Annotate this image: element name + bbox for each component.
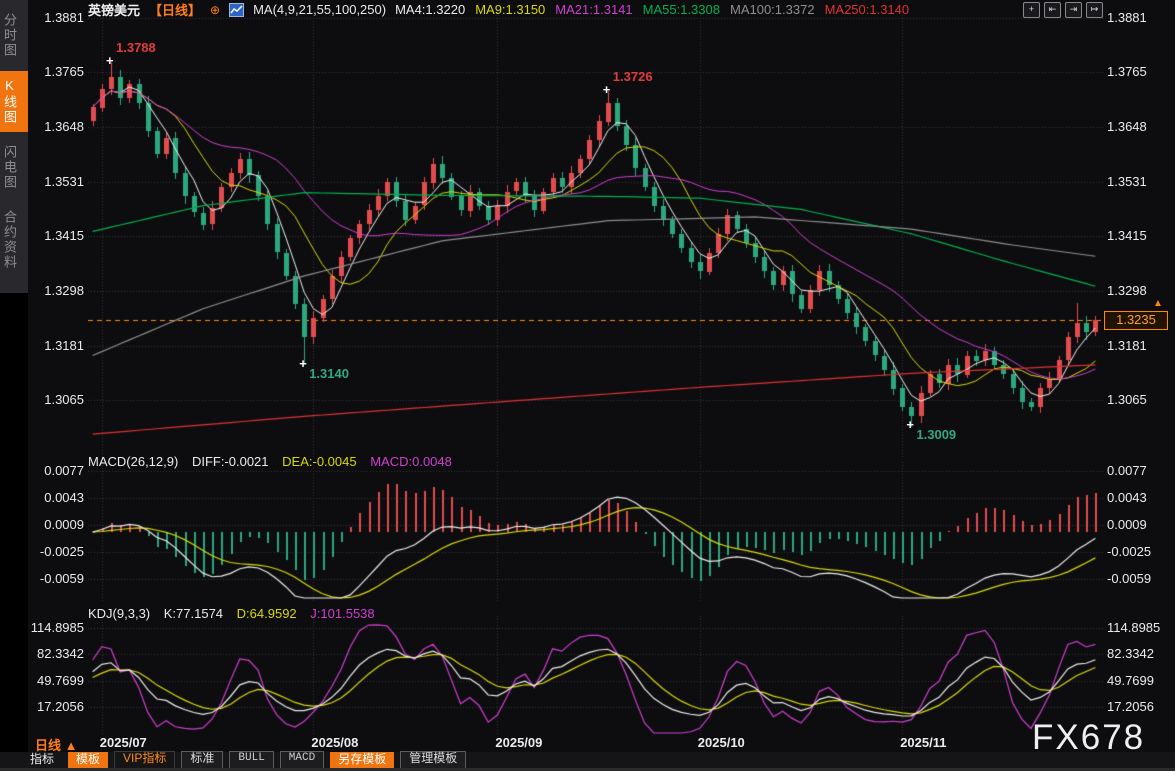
add-circle-icon[interactable]: ⊕ bbox=[210, 2, 221, 17]
main-axis-left-1: 1.3765 bbox=[44, 64, 84, 80]
main-axis-left-4: 1.3415 bbox=[44, 228, 84, 244]
macd-header: MACD(26,12,9) DIFF:-0.0021 DEA:-0.0045 M… bbox=[88, 454, 462, 469]
kdj-axis-left-2: 49.7699 bbox=[37, 672, 84, 688]
x-axis-date-2025/11: 2025/11 bbox=[900, 735, 947, 750]
toolbar-tab-VIP指标[interactable]: VIP指标 bbox=[114, 751, 176, 769]
period-selector[interactable]: 日线 ▲ bbox=[35, 738, 78, 753]
current-price-tag: 1.3235 bbox=[1104, 311, 1168, 331]
main-axis-right-7: 1.3065 bbox=[1107, 391, 1147, 407]
period-badge[interactable]: 【日线】 bbox=[149, 3, 202, 18]
toolbar-tab-另存模板[interactable]: 另存模板 bbox=[330, 752, 395, 768]
main-axis-left-3: 1.3531 bbox=[44, 173, 84, 189]
kdj-k-value: K:77.1574 bbox=[163, 606, 224, 621]
main-axis-right-4: 1.3415 bbox=[1107, 228, 1147, 244]
x-axis-date-2025/09: 2025/09 bbox=[495, 735, 543, 750]
x-axis-date-2025/07: 2025/07 bbox=[99, 735, 147, 750]
macd-title[interactable]: MACD(26,12,9) bbox=[88, 454, 179, 469]
kdj-title[interactable]: KDJ(9,3,3) bbox=[88, 606, 151, 621]
bottom-strip bbox=[0, 768, 1175, 771]
toolbar-tab-BULL[interactable]: BULL bbox=[229, 751, 274, 769]
kdj-d-value: D:64.9592 bbox=[236, 606, 297, 621]
macd-axis-right-2: 0.0009 bbox=[1107, 516, 1147, 532]
ma-settings-label[interactable]: MA(4,9,21,55,100,250) bbox=[253, 2, 387, 17]
main-axis-right-2: 1.3648 bbox=[1107, 119, 1147, 135]
macd-axis-left-1: 0.0043 bbox=[44, 489, 84, 505]
main-price-chart[interactable] bbox=[88, 12, 1104, 458]
kdj-header: KDJ(9,3,3) K:77.1574 D:64.9592 J:101.553… bbox=[88, 606, 385, 621]
macd-dea-value: DEA:-0.0045 bbox=[282, 454, 357, 469]
kdj-axis-left-1: 82.3342 bbox=[37, 646, 84, 662]
kdj-axis-left-3: 17.2056 bbox=[37, 698, 84, 714]
macd-indicator-chart[interactable] bbox=[88, 462, 1104, 602]
symbol-name: 英镑美元 bbox=[88, 3, 141, 18]
sidebar-tab-3[interactable]: 合约资料 bbox=[2, 210, 17, 270]
ma-value-3: MA55:1.3308 bbox=[642, 2, 720, 17]
macd-axis-right-0: 0.0077 bbox=[1107, 462, 1147, 478]
sidebar-tab-0[interactable]: 分时图 bbox=[2, 13, 17, 58]
main-axis-right-3: 1.3531 bbox=[1107, 173, 1147, 189]
macd-axis-right-4: -0.0059 bbox=[1107, 570, 1152, 586]
macd-axis-left-4: -0.0059 bbox=[39, 570, 84, 586]
macd-macd-value: MACD:0.0048 bbox=[370, 454, 452, 469]
toolbar-tab-标准[interactable]: 标准 bbox=[181, 751, 224, 769]
ma-value-5: MA250:1.3140 bbox=[824, 2, 910, 17]
price-up-arrow-icon: ▲ bbox=[1153, 298, 1163, 310]
kdj-axis-right-2: 49.7699 bbox=[1107, 672, 1154, 688]
kdj-axis-right-0: 114.8985 bbox=[1107, 620, 1161, 635]
toolbar-tab-管理模板[interactable]: 管理模板 bbox=[400, 751, 467, 769]
main-axis-right-6: 1.3181 bbox=[1107, 337, 1147, 353]
fx678-watermark: FX678 bbox=[1032, 718, 1146, 757]
main-axis-left-2: 1.3648 bbox=[44, 119, 84, 135]
sidebar: 分时图 K线图闪电图合约资料 bbox=[0, 0, 28, 771]
caret-up-icon: ▲ bbox=[64, 738, 78, 753]
main-axis-right-5: 1.3298 bbox=[1107, 282, 1147, 298]
kdj-j-value: J:101.5538 bbox=[310, 606, 375, 621]
x-axis-date-2025/10: 2025/10 bbox=[697, 735, 745, 750]
toolbar-tab-模板[interactable]: 模板 bbox=[68, 752, 109, 768]
main-axis-left-6: 1.3181 bbox=[44, 337, 84, 353]
x-axis-date-2025/08: 2025/08 bbox=[311, 735, 359, 750]
ma-value-2: MA21:1.3141 bbox=[555, 2, 633, 17]
main-axis-left-5: 1.3298 bbox=[44, 282, 84, 298]
chart-type-icon[interactable] bbox=[229, 2, 245, 17]
sidebar-tab-2[interactable]: 闪电图 bbox=[2, 145, 17, 190]
toolbar-tab-MACD[interactable]: MACD bbox=[279, 751, 325, 769]
toolbar-tab-指标[interactable]: 指标 bbox=[30, 752, 55, 766]
main-axis-right-1: 1.3765 bbox=[1107, 64, 1147, 80]
kdj-axis-right-1: 82.3342 bbox=[1107, 646, 1154, 662]
sidebar-tabs: 分时图 K线图闪电图合约资料 bbox=[0, 0, 28, 293]
sidebar-tab-1[interactable]: K线图 bbox=[0, 71, 28, 132]
x-axis-row: 日线 ▲ 2025/07 2025/08 2025/09 2025/10 2025/11 bbox=[0, 735, 1175, 753]
main-axis-left-7: 1.3065 bbox=[44, 391, 84, 407]
kdj-axis-left-0: 114.8985 bbox=[30, 620, 84, 635]
kdj-axis-right-3: 17.2056 bbox=[1107, 698, 1154, 714]
macd-axis-left-2: 0.0009 bbox=[44, 516, 84, 532]
ma-value-1: MA9:1.3150 bbox=[475, 2, 546, 17]
ma-value-4: MA100:1.3372 bbox=[729, 2, 815, 17]
ma-values: MA4:1.3220 MA9:1.3150 MA21:1.3141 MA55:1.33… bbox=[395, 2, 919, 17]
ma-value-0: MA4:1.3220 bbox=[395, 2, 466, 17]
macd-axis-left-0: 0.0077 bbox=[44, 462, 84, 478]
bottom-toolbar: 指标 模板 VIP指标 标准 BULL MACD 另存模板 管理模板 bbox=[0, 751, 1175, 769]
macd-axis-right-1: 0.0043 bbox=[1107, 489, 1147, 505]
macd-axis-right-3: -0.0025 bbox=[1107, 543, 1152, 559]
macd-axis-left-3: -0.0025 bbox=[39, 543, 84, 559]
kdj-indicator-chart[interactable] bbox=[88, 616, 1104, 736]
macd-diff-value: DIFF:-0.0021 bbox=[191, 454, 269, 469]
chart-header: 英镑美元 【日线】 ⊕ MA(4,9,21,55,100,250) MA4:1.… bbox=[28, 0, 1175, 19]
